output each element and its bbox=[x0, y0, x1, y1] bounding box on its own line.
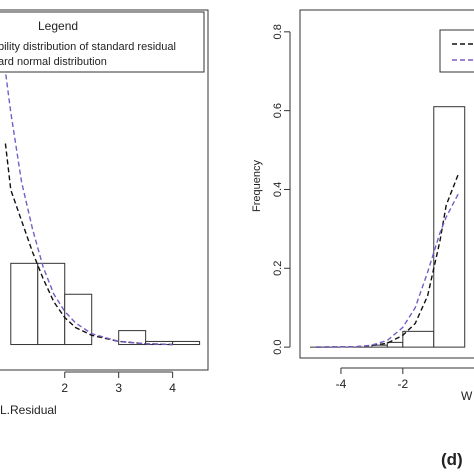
legend-entry-label-2: ard normal distribution bbox=[0, 56, 107, 68]
left-bar-0 bbox=[10, 262, 39, 346]
right-legend bbox=[439, 29, 474, 73]
left-plot-frame bbox=[0, 9, 209, 371]
right-y-tick-label-0.6: 0.6 bbox=[272, 103, 284, 118]
right-plot-frame bbox=[299, 9, 474, 359]
left-x-axis: 2 3 4 bbox=[61, 371, 176, 395]
left-x-axis-label: L.Residual bbox=[0, 403, 57, 417]
left-x-tick-label-4: 4 bbox=[169, 381, 176, 395]
right-chart-panel: 0.0 0.2 0.4 0.6 0.8 -4 -2 Frequency W bbox=[251, 9, 474, 403]
right-x-axis-label: W bbox=[461, 389, 473, 403]
left-bar-2 bbox=[64, 293, 93, 346]
left-chart-panel: 2 3 4 L.Residual Legend bility distributio… bbox=[0, 9, 209, 417]
right-legend-box bbox=[439, 29, 474, 73]
right-bar-3 bbox=[433, 106, 466, 348]
left-legend: Legend bility distribution of standard r… bbox=[0, 11, 205, 73]
left-bar-4 bbox=[118, 330, 147, 346]
right-histogram-bars bbox=[310, 106, 466, 348]
right-y-tick-label-0.4: 0.4 bbox=[272, 182, 284, 197]
legend-entry-label-1: bility distribution of standard residual bbox=[0, 41, 176, 53]
right-bar-2 bbox=[402, 330, 435, 348]
legend-box bbox=[0, 11, 205, 73]
left-x-tick-label-2: 2 bbox=[61, 381, 68, 395]
right-x-tick-label--2: -2 bbox=[397, 377, 408, 391]
left-histogram-bars bbox=[10, 262, 201, 346]
right-density-line-1 bbox=[316, 173, 460, 348]
right-density-lines bbox=[316, 173, 460, 348]
panel-label: (d) bbox=[441, 450, 463, 469]
right-y-tick-label-0.8: 0.8 bbox=[272, 24, 284, 39]
left-x-tick-label-3: 3 bbox=[115, 381, 122, 395]
right-x-tick-label--4: -4 bbox=[336, 377, 347, 391]
right-bar-1 bbox=[386, 341, 404, 348]
left-density-lines bbox=[2, 50, 173, 346]
legend-title: Legend bbox=[38, 19, 78, 33]
left-density-line-2 bbox=[2, 50, 173, 346]
right-y-axis-label: Frequency bbox=[251, 160, 263, 212]
right-x-axis: -4 -2 bbox=[336, 367, 474, 391]
right-y-axis: 0.0 0.2 0.4 0.6 0.8 bbox=[272, 24, 291, 355]
left-bar-6 bbox=[172, 340, 201, 346]
right-density-line-2 bbox=[316, 193, 460, 348]
right-y-tick-label-0.2: 0.2 bbox=[272, 261, 284, 276]
right-y-tick-label-0.0: 0.0 bbox=[272, 339, 284, 354]
